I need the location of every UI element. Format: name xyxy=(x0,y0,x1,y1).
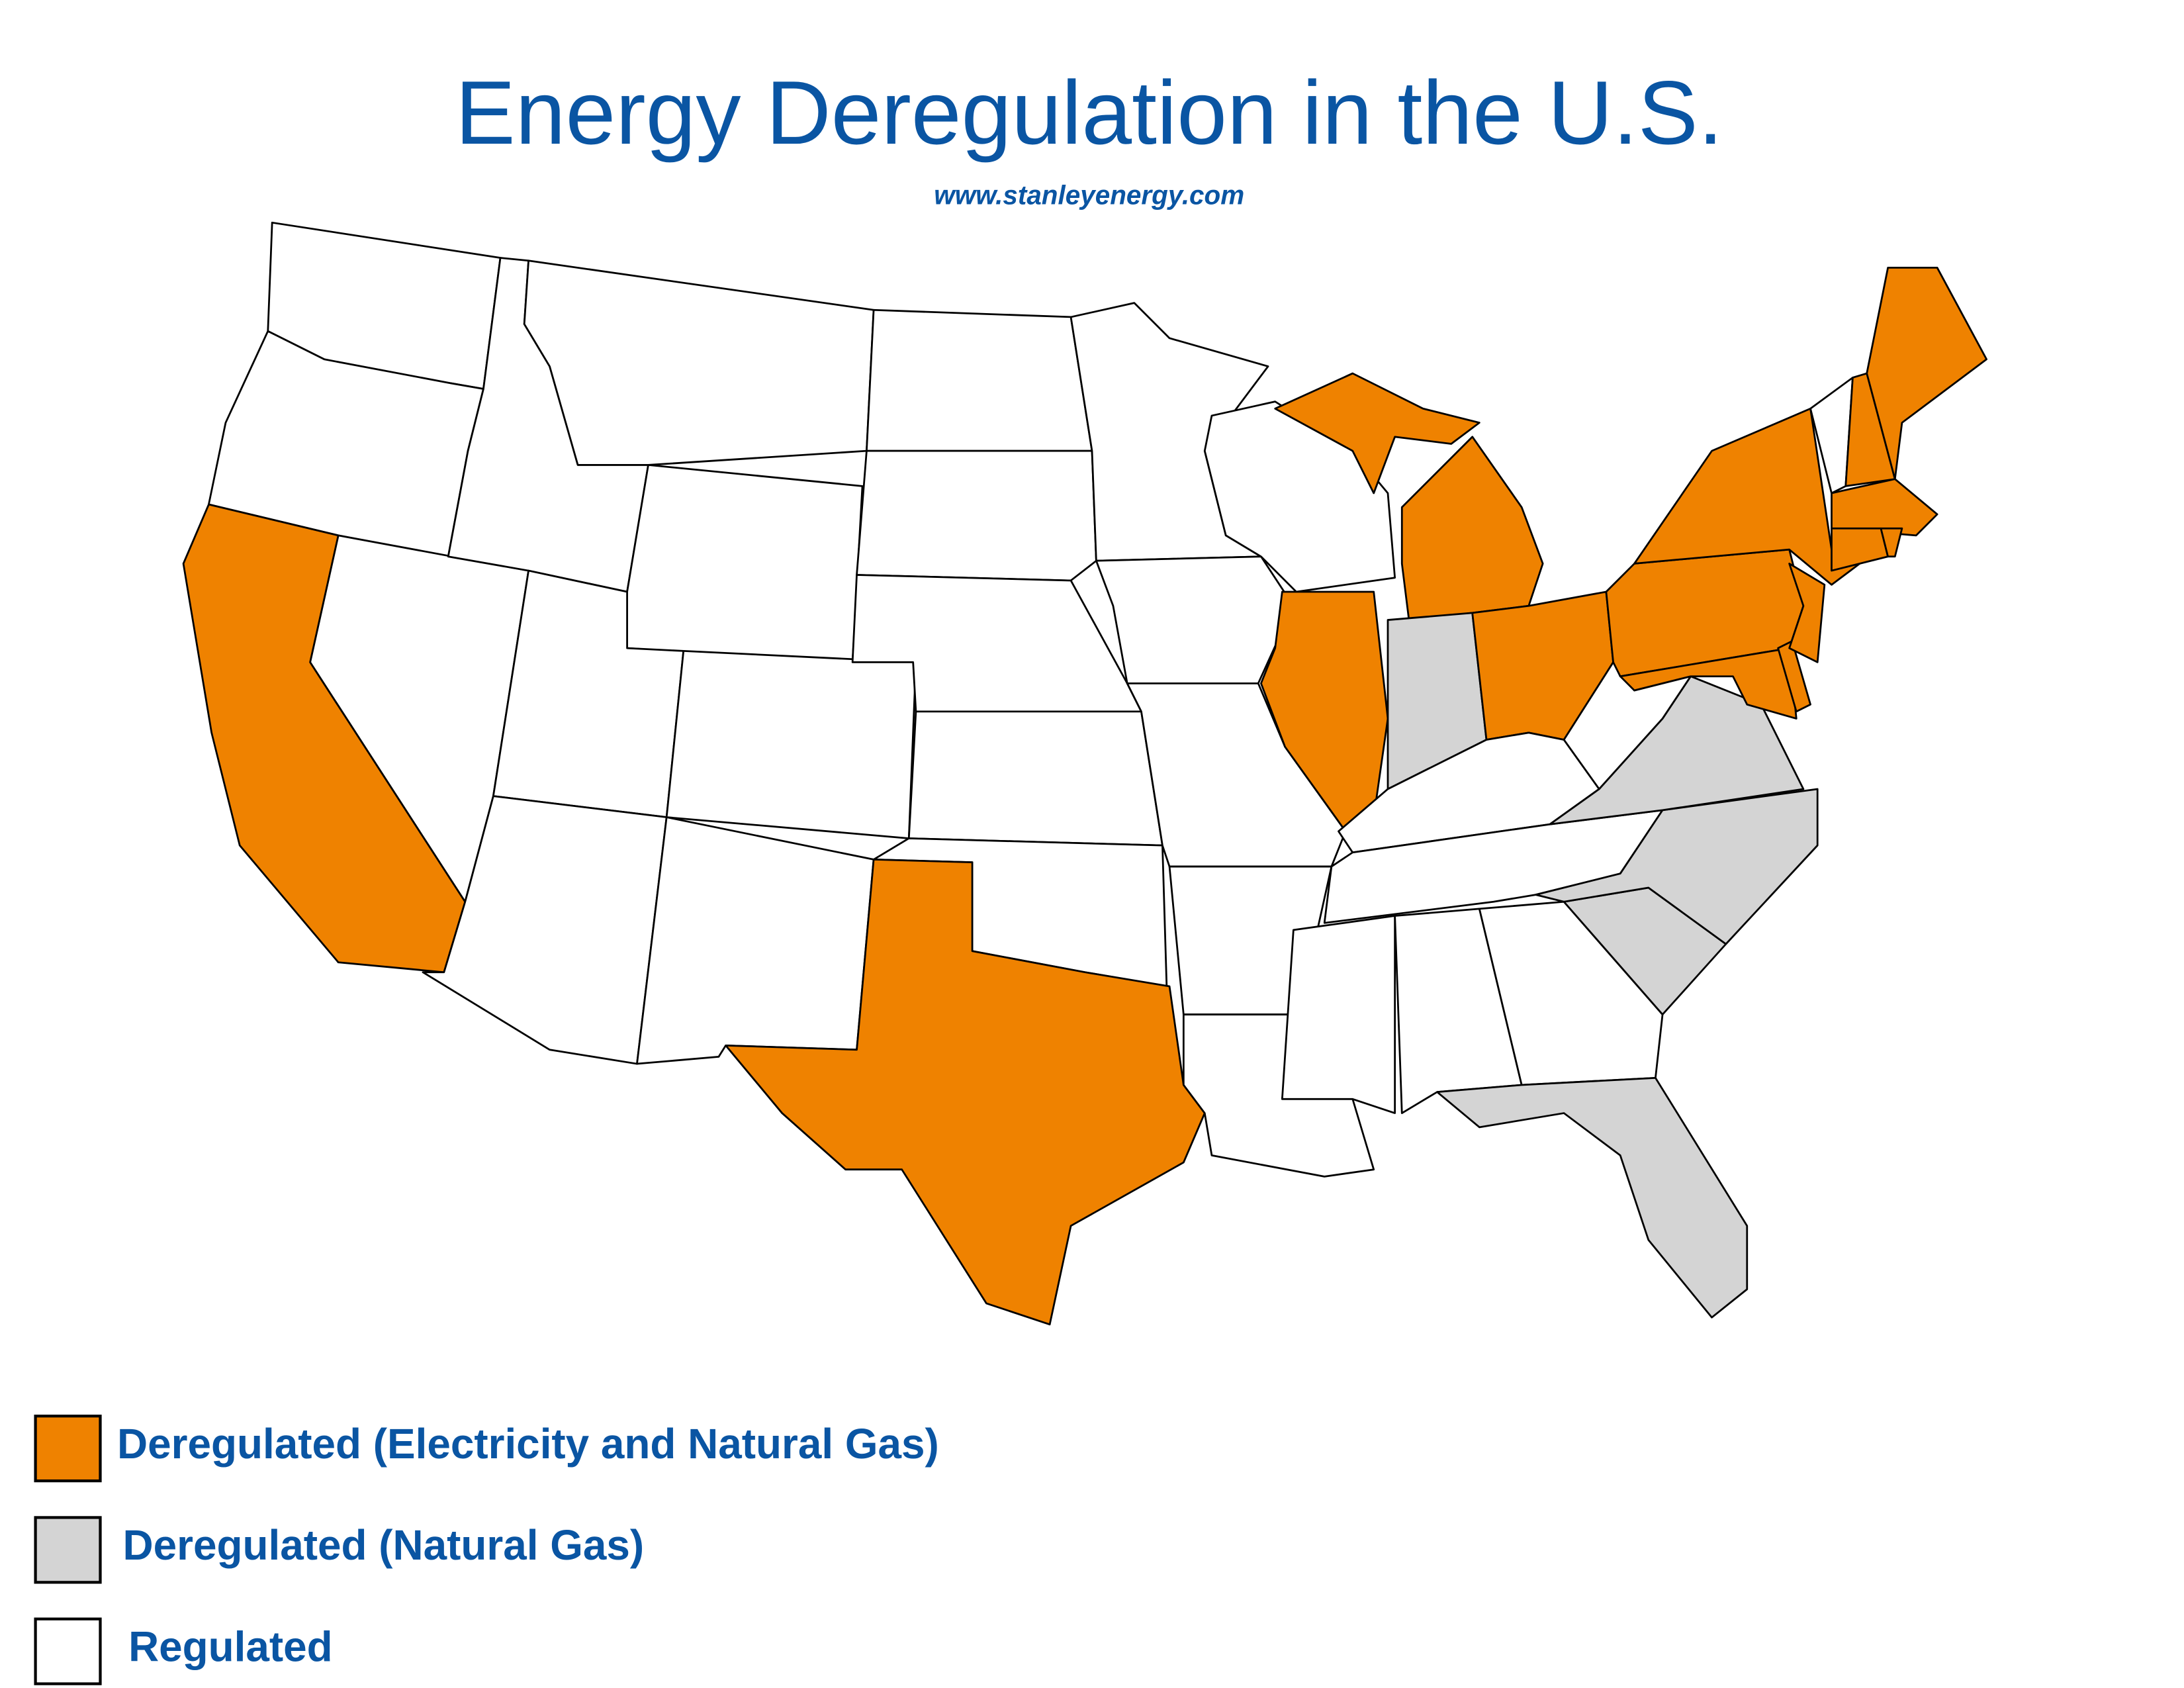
state xyxy=(856,449,1097,582)
legend-swatch xyxy=(34,1415,102,1483)
state xyxy=(1281,915,1396,1114)
state xyxy=(636,816,875,1065)
state xyxy=(1274,372,1480,494)
us-map xyxy=(182,221,1988,1326)
state xyxy=(1788,563,1826,663)
state xyxy=(1535,788,1819,945)
state xyxy=(1436,1076,1749,1319)
state xyxy=(665,650,917,839)
state xyxy=(626,464,864,663)
legend-label: Deregulated (Natural Gas) xyxy=(123,1521,645,1569)
state xyxy=(1478,900,1664,1086)
legend: Deregulated (Electricity and Natural Gas… xyxy=(34,1415,939,1685)
state xyxy=(907,710,1163,847)
state xyxy=(1831,478,1938,537)
subtitle: www.stanleyenergy.com xyxy=(934,180,1244,211)
legend-label: Regulated xyxy=(128,1622,333,1670)
legend-swatch xyxy=(34,1617,102,1685)
legend-label: Deregulated (Electricity and Natural Gas… xyxy=(117,1420,939,1468)
state xyxy=(725,859,1206,1326)
state xyxy=(1777,640,1811,713)
legend-swatch xyxy=(34,1516,102,1584)
state xyxy=(866,308,1093,452)
state xyxy=(1880,527,1903,558)
state xyxy=(1095,555,1295,684)
title: Energy Deregulation in the U.S. xyxy=(455,62,1723,163)
